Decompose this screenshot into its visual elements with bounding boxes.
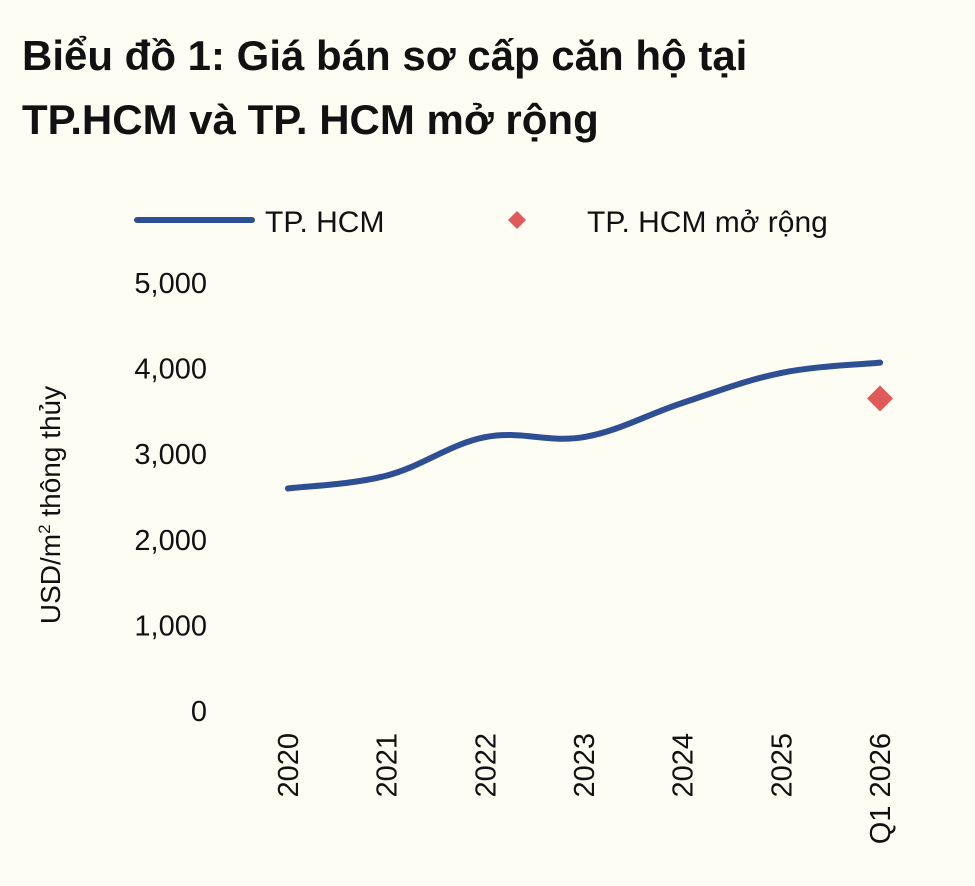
x-tick-label: 2023 bbox=[569, 733, 601, 798]
data-point-tp-hcm bbox=[482, 434, 489, 441]
x-tick-label: 2022 bbox=[470, 733, 502, 798]
data-point-tp-hcm bbox=[877, 359, 883, 366]
chart-title-line-1: Biểu đồ 1: Giá bán sơ cấp căn hộ tại bbox=[22, 32, 748, 79]
x-axis-ticks: 2020 2021 2022 2023 2024 2025 Q1 2026 bbox=[273, 733, 897, 844]
data-point-tp-hcm bbox=[581, 434, 587, 441]
y-tick-label: 4,000 bbox=[134, 354, 207, 386]
legend-label-tp-hcm: TP. HCM bbox=[265, 206, 384, 239]
y-tick-label: 0 bbox=[191, 696, 207, 728]
y-axis-ticks: 0 1,000 2,000 3,000 4,000 5,000 bbox=[134, 268, 207, 728]
data-point-tp-hcm bbox=[778, 369, 785, 376]
y-tick-label: 2,000 bbox=[134, 525, 207, 557]
legend: TP. HCM TP. HCM mở rộng bbox=[134, 206, 828, 239]
y-axis-label: USD/m2 thông thủy bbox=[35, 386, 66, 624]
x-tick-label: 2025 bbox=[766, 733, 798, 798]
chart-title: Biểu đồ 1: Giá bán sơ cấp căn hộ tại TP.… bbox=[22, 24, 962, 152]
x-tick-label: 2020 bbox=[273, 733, 305, 798]
data-point-tp-hcm bbox=[679, 399, 686, 406]
legend-label-tp-hcm-mo-rong: TP. HCM mở rộng bbox=[587, 206, 828, 239]
y-tick-label: 5,000 bbox=[134, 268, 207, 300]
data-point-tp-hcm bbox=[285, 485, 291, 492]
series-layer bbox=[285, 359, 893, 492]
data-point-tp-hcm bbox=[383, 472, 390, 479]
legend-marker-swatch bbox=[508, 211, 526, 229]
x-tick-label: 2021 bbox=[372, 733, 404, 798]
y-tick-label: 3,000 bbox=[134, 439, 207, 471]
y-tick-label: 1,000 bbox=[134, 610, 207, 642]
series-line-tp-hcm bbox=[285, 359, 883, 492]
x-tick-label: Q1 2026 bbox=[865, 733, 897, 844]
chart-title-line-2: TP.HCM và TP. HCM mở rộng bbox=[22, 96, 599, 143]
x-tick-label: 2024 bbox=[668, 733, 700, 798]
data-point-tp-hcm-mo-rong bbox=[867, 385, 893, 412]
